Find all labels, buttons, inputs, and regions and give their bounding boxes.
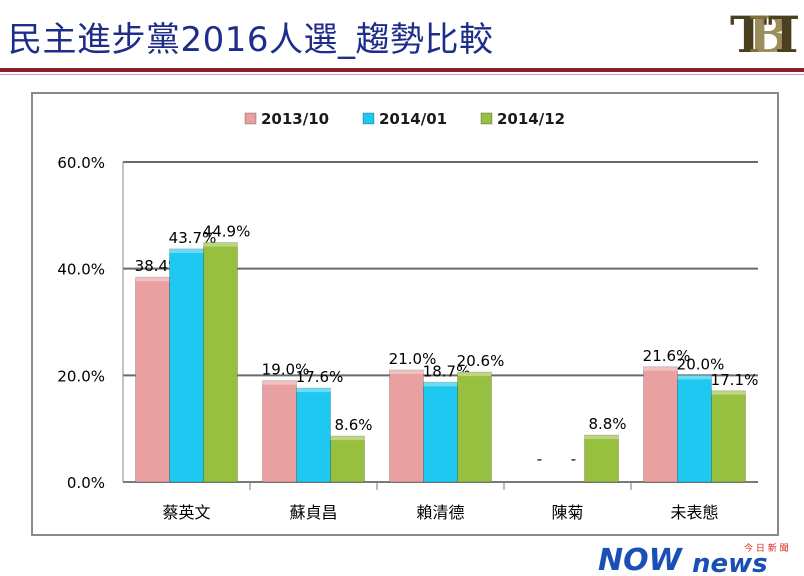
- logo-letter-t1: T: [730, 6, 767, 62]
- bar-highlight: [584, 435, 619, 440]
- bar: [296, 387, 331, 483]
- bar-highlight: [423, 382, 458, 387]
- bar: [203, 242, 238, 483]
- bar: [643, 366, 678, 483]
- data-label: 44.9%: [203, 223, 251, 241]
- bar: [584, 434, 619, 483]
- chart-frame: 0.0% 20.0% 40.0% 60.0% 38.4% 43.7% 44.9% 蔡英文 19.…: [31, 92, 779, 536]
- brand-now: NOW: [598, 543, 684, 576]
- bar-highlight: [203, 242, 238, 247]
- bar-highlight: [457, 372, 492, 377]
- legend-swatch: [480, 112, 493, 125]
- data-label: 17.1%: [711, 371, 759, 389]
- legend-swatch: [362, 112, 375, 125]
- bar-highlight: [677, 375, 712, 380]
- data-label: 20.0%: [677, 355, 725, 373]
- bar-highlight: [296, 388, 331, 393]
- data-label: 17.6%: [296, 368, 344, 386]
- data-label: 21.6%: [643, 347, 691, 365]
- logo-letter-t2: T: [768, 6, 798, 62]
- data-label: 43.7%: [169, 229, 217, 247]
- logo-letter-b: B: [748, 6, 790, 62]
- data-label: 8.6%: [334, 416, 372, 434]
- page-title: 民主進步黨2016人選_趨勢比較: [8, 20, 494, 60]
- data-label: -: [571, 450, 576, 468]
- bar-highlight: [135, 277, 170, 282]
- x-tick-label: 陳菊: [551, 503, 583, 522]
- legend-label: 2013/10: [261, 110, 329, 128]
- y-tick-label: 40.0%: [57, 261, 105, 279]
- header-rule: [0, 68, 804, 72]
- x-tick-label: 蘇貞昌: [289, 503, 337, 522]
- header-rule-thin: [0, 74, 804, 75]
- y-tick-label: 60.0%: [57, 154, 105, 172]
- x-tick-label: 賴清德: [416, 503, 464, 522]
- data-label: 20.6%: [457, 352, 505, 370]
- bar-highlight: [389, 370, 424, 374]
- legend-swatch: [244, 112, 257, 125]
- bar-highlight: [711, 390, 746, 395]
- bar-highlight: [262, 380, 297, 385]
- bar-chart: 0.0%20.0%40.0%60.0%38.4%43.7%44.9%蔡英文19.…: [57, 110, 759, 522]
- nownews-logo: NOW news 今 日 新 聞: [594, 540, 804, 576]
- bar: [135, 276, 170, 483]
- data-label: 21.0%: [389, 350, 437, 368]
- bar: [262, 380, 297, 483]
- bar-highlight: [169, 248, 204, 253]
- bar: [677, 374, 712, 483]
- bar: [389, 369, 424, 483]
- x-tick-label: 未表態: [670, 503, 718, 522]
- brand-news: news: [692, 549, 768, 576]
- y-tick-label: 0.0%: [67, 474, 105, 492]
- bar: [330, 435, 365, 483]
- x-tick-label: 蔡英文: [162, 503, 210, 522]
- data-label: 19.0%: [262, 361, 310, 379]
- bar: [423, 381, 458, 483]
- bar: [711, 390, 746, 483]
- tbt-logo: T B T: [730, 6, 798, 62]
- bar-highlight: [643, 366, 678, 371]
- brand-sub: 今 日 新 聞: [744, 542, 789, 554]
- legend-label: 2014/01: [379, 110, 447, 128]
- data-label: -: [537, 450, 542, 468]
- bar: [457, 371, 492, 483]
- bar: [169, 248, 204, 483]
- y-tick-label: 20.0%: [57, 367, 105, 385]
- legend-label: 2014/12: [497, 110, 565, 128]
- bar-highlight: [330, 436, 365, 441]
- data-label: 8.8%: [588, 415, 626, 433]
